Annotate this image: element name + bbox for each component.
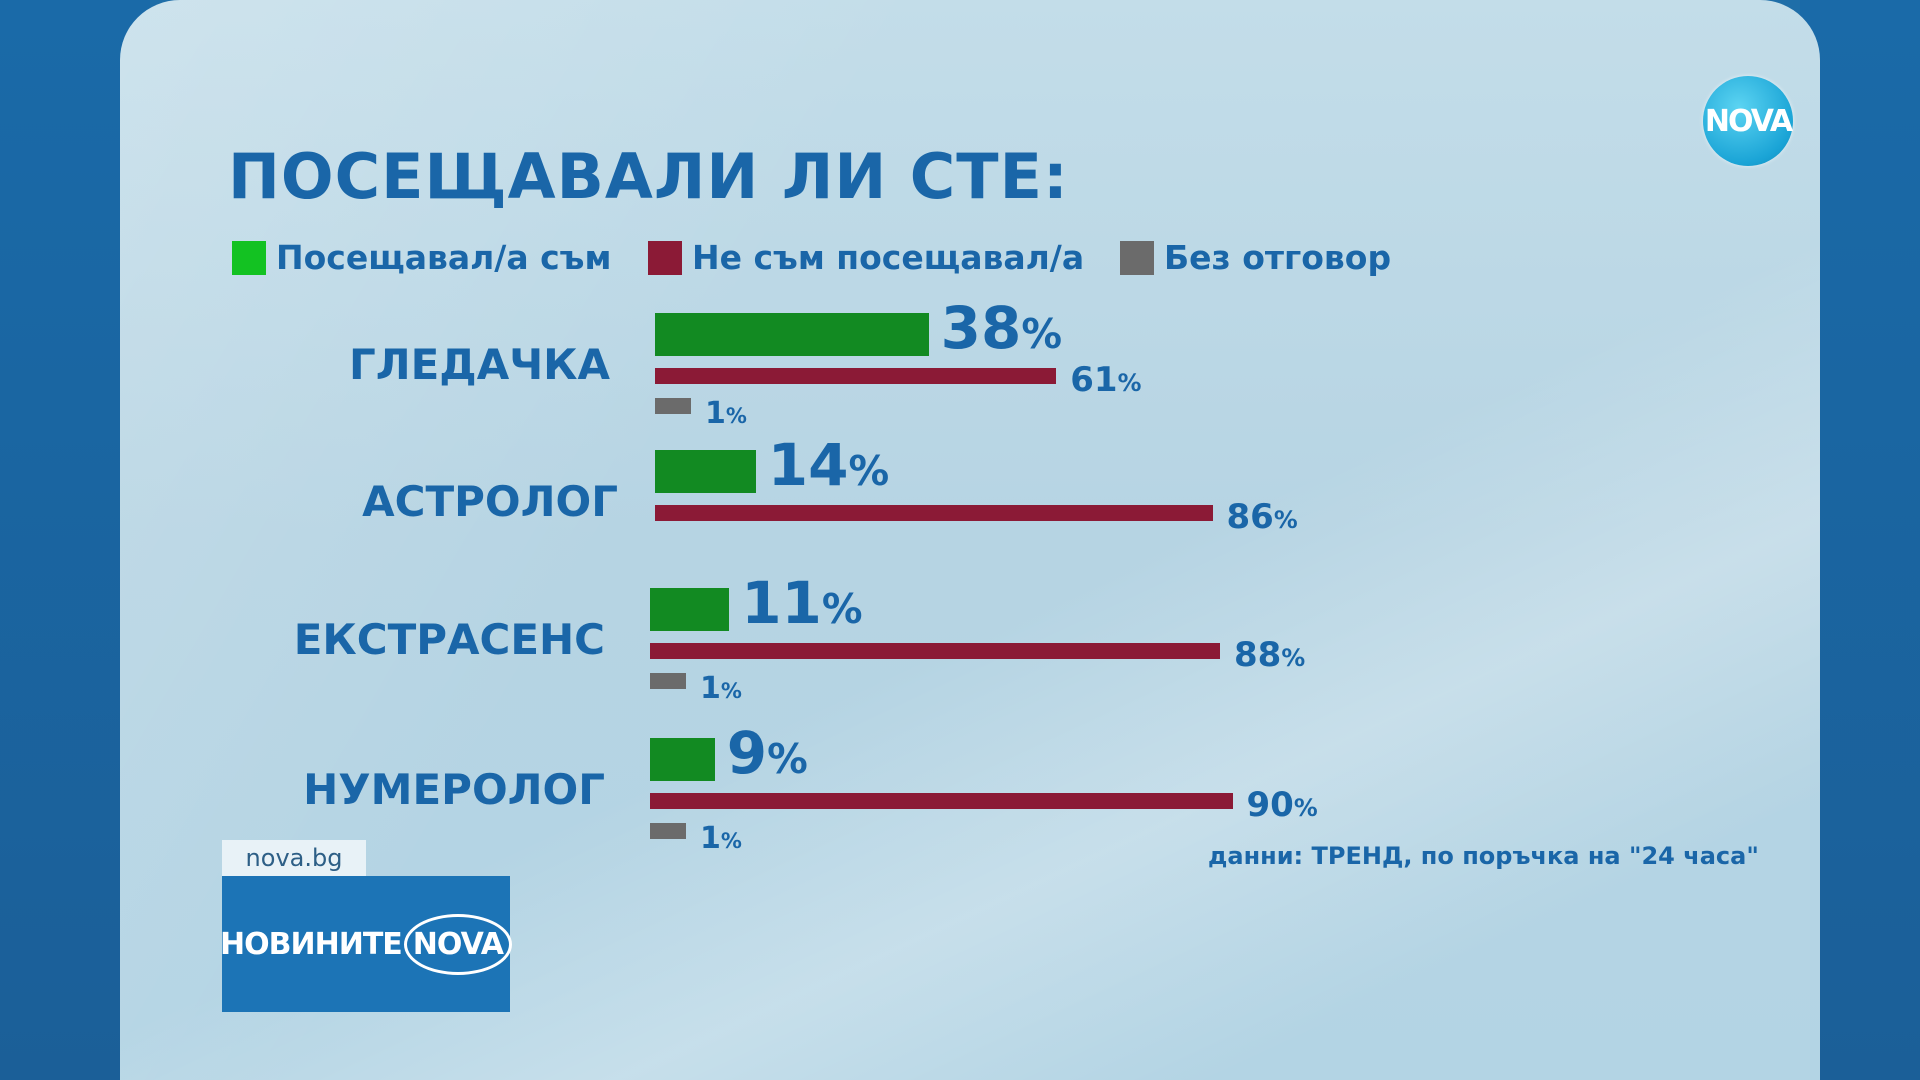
bar-no-answer-3 [650, 823, 686, 839]
value-number: 1 [700, 671, 721, 706]
value-label-no-answer-2: 1% [700, 674, 742, 704]
nova-logo: NOVA [1703, 76, 1793, 166]
value-label-visited-3: 9% [727, 724, 808, 782]
value-number: 1 [705, 396, 726, 431]
bar-visited-0 [655, 313, 929, 356]
value-label-visited-2: 11% [741, 574, 862, 632]
bar-not-visited-2 [650, 643, 1220, 659]
category-label-3: НУМЕРОЛОГ [303, 765, 605, 814]
value-unit: % [1117, 369, 1142, 397]
value-label-not-visited-1: 86% [1227, 500, 1298, 534]
bar-no-answer-2 [650, 673, 686, 689]
legend-label-no-answer: Без отговор [1164, 238, 1392, 277]
chart-title: ПОСЕЩАВАЛИ ЛИ СТЕ: [228, 140, 1069, 213]
bar-not-visited-3 [650, 793, 1233, 809]
value-unit: % [1281, 644, 1306, 672]
value-number: 88 [1234, 635, 1282, 675]
value-label-visited-0: 38% [941, 299, 1062, 357]
value-unit: % [848, 447, 890, 495]
value-number: 38 [940, 294, 1022, 362]
category-label-1: АСТРОЛОГ [362, 477, 618, 526]
value-unit: % [1273, 506, 1298, 534]
legend-item-not-visited: Не съм посещавал/а [648, 238, 1084, 277]
legend-swatch-visited [232, 240, 266, 275]
brand-text: НОВИНИТЕ [220, 926, 403, 962]
bar-no-answer-0 [655, 398, 691, 414]
legend-item-no-answer: Без отговор [1120, 238, 1391, 277]
bar-visited-1 [655, 450, 756, 493]
value-number: 9 [726, 719, 768, 787]
value-label-no-answer-3: 1% [700, 824, 742, 854]
right-side-frame [1800, 0, 1920, 1080]
legend: Посещавал/а съм Не съм посещавал/а Без о… [0, 238, 1920, 278]
bar-visited-2 [650, 588, 730, 631]
value-label-visited-1: 14% [768, 436, 889, 494]
value-label-not-visited-2: 88% [1234, 638, 1305, 672]
value-unit: % [821, 585, 863, 633]
value-label-not-visited-3: 90% [1247, 788, 1318, 822]
value-number: 1 [700, 821, 721, 856]
value-number: 11 [741, 569, 822, 637]
value-unit: % [767, 735, 808, 783]
brand-logo: НОВИНИТЕ NOVA [220, 876, 512, 1012]
value-label-not-visited-0: 61% [1070, 363, 1141, 397]
value-number: 86 [1226, 497, 1274, 537]
brand-text-nova: NOVA [412, 926, 504, 962]
value-unit: % [725, 404, 747, 428]
value-unit: % [720, 829, 742, 853]
value-number: 14 [767, 431, 849, 499]
category-label-0: ГЛЕДАЧКА [348, 340, 610, 389]
bar-not-visited-1 [655, 505, 1213, 521]
bar-visited-3 [650, 738, 715, 781]
legend-label-not-visited: Не съм посещавал/а [692, 238, 1085, 277]
brand-ring: NOVA [403, 913, 512, 975]
site-url: nova.bg [222, 840, 366, 876]
value-number: 61 [1070, 360, 1118, 400]
value-unit: % [720, 679, 742, 703]
value-label-no-answer-0: 1% [705, 399, 747, 429]
legend-swatch-not-visited [648, 240, 682, 275]
legend-label-visited: Посещавал/а съм [276, 238, 612, 277]
value-unit: % [1293, 794, 1318, 822]
nova-logo-text: NOVA [1704, 103, 1793, 139]
category-label-2: ЕКСТРАСЕНС [293, 615, 605, 664]
bar-not-visited-0 [655, 368, 1057, 384]
value-unit: % [1021, 310, 1062, 358]
value-number: 90 [1246, 785, 1294, 825]
legend-swatch-no-answer [1120, 240, 1154, 275]
legend-item-visited: Посещавал/а съм [232, 238, 611, 277]
source-note: данни: ТРЕНД, по поръчка на "24 часа" [1208, 842, 1759, 870]
